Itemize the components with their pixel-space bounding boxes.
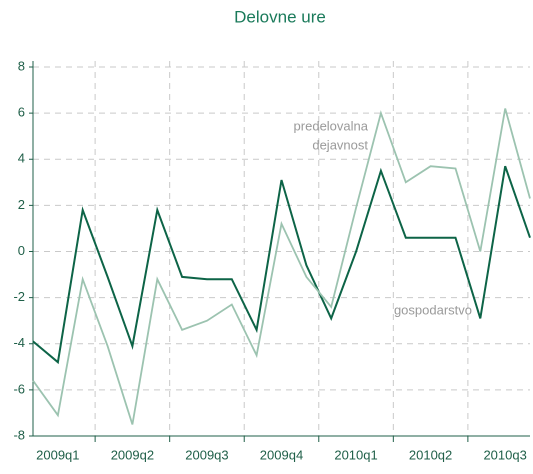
- y-tick-label: 0: [18, 243, 25, 258]
- x-tick-label: 2009q3: [185, 447, 228, 462]
- annotation: gospodarstvo: [394, 302, 472, 317]
- y-tick-label: -8: [13, 427, 25, 442]
- chart-title: Delovne ure: [234, 7, 326, 26]
- annotation: dejavnost: [312, 137, 368, 152]
- annotation: predelovalna: [294, 118, 369, 133]
- y-tick-label: 4: [18, 151, 25, 166]
- y-tick-label: 2: [18, 197, 25, 212]
- y-tick-label: -4: [13, 335, 25, 350]
- x-tick-label: 2010q1: [334, 447, 377, 462]
- x-tick-label: 2010q3: [483, 447, 526, 462]
- x-tick-label: 2010q2: [409, 447, 452, 462]
- x-tick-label: 2009q2: [111, 447, 154, 462]
- x-tick-label: 2009q1: [36, 447, 79, 462]
- y-tick-label: -2: [13, 289, 25, 304]
- x-tick-label: 2009q4: [260, 447, 303, 462]
- y-tick-label: -6: [13, 381, 25, 396]
- y-tick-label: 8: [18, 58, 25, 73]
- series-line: [32, 108, 531, 425]
- y-tick-label: 6: [18, 105, 25, 120]
- series-line: [32, 165, 531, 365]
